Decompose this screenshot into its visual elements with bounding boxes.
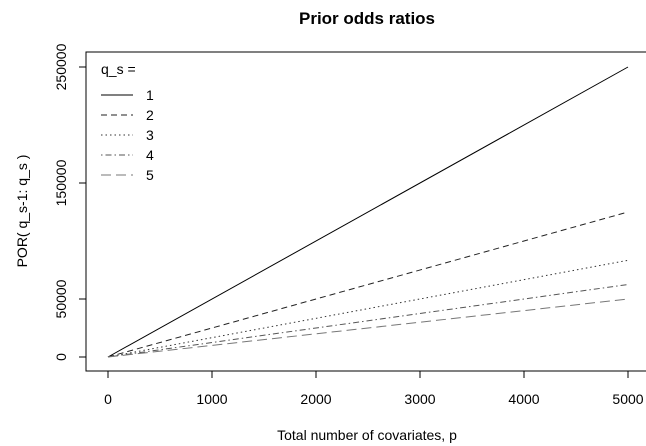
y-tick-label: 250000 bbox=[53, 43, 69, 90]
legend-items: 1 2 3 4 5 bbox=[101, 87, 154, 183]
x-tick-label: 1000 bbox=[196, 391, 227, 407]
x-tick-label: 3000 bbox=[404, 391, 435, 407]
y-tick-label: 150000 bbox=[53, 159, 69, 206]
series-line-3 bbox=[107, 259, 629, 358]
x-axis: 0 1000 2000 3000 4000 5000 bbox=[104, 371, 644, 407]
y-axis: 0 50000 150000 250000 bbox=[53, 43, 86, 361]
x-axis-label: Total number of covariates, p bbox=[277, 427, 457, 443]
legend-title: q_s = bbox=[101, 61, 136, 77]
x-tick-label: 0 bbox=[104, 391, 112, 407]
legend-label-3: 3 bbox=[146, 127, 154, 143]
y-tick-label: 50000 bbox=[53, 279, 69, 318]
chart-title: Prior odds ratios bbox=[299, 9, 435, 28]
series-layer bbox=[107, 66, 629, 358]
x-tick-label: 5000 bbox=[612, 391, 643, 407]
x-tick-label: 4000 bbox=[508, 391, 539, 407]
legend-label-1: 1 bbox=[146, 87, 154, 103]
plot-frame bbox=[85, 51, 646, 372]
legend-label-2: 2 bbox=[146, 107, 154, 123]
series-line-2 bbox=[107, 211, 629, 358]
legend-label-5: 5 bbox=[146, 167, 154, 183]
series-line-1 bbox=[107, 66, 629, 358]
y-tick-label: 0 bbox=[53, 353, 69, 361]
y-axis-label: POR( q_s-1: q_s ) bbox=[14, 155, 30, 268]
series-line-5 bbox=[107, 298, 629, 358]
legend-label-4: 4 bbox=[146, 147, 154, 163]
x-tick-label: 2000 bbox=[300, 391, 331, 407]
legend: q_s = 1 2 3 4 5 bbox=[101, 61, 154, 183]
series-line-4 bbox=[107, 284, 629, 358]
